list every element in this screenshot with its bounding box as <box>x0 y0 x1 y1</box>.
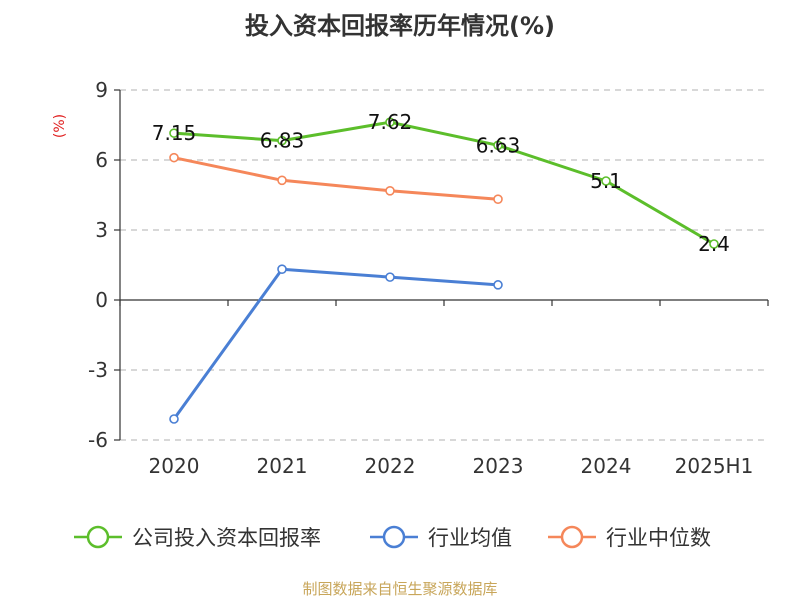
data-point <box>493 194 503 204</box>
legend-label: 行业中位数 <box>606 526 711 550</box>
legend-marker <box>86 525 110 549</box>
legend-label: 行业均值 <box>428 526 512 550</box>
y-axis-ticks: 9 6 3 0 -3 -6 <box>88 78 108 452</box>
legend-label: 公司投入资本回报率 <box>132 526 321 550</box>
y-tick-label: 9 <box>95 78 108 102</box>
data-point <box>709 239 719 249</box>
data-point <box>277 175 287 186</box>
chart-title: 投入资本回报率历年情况(%) <box>245 12 555 40</box>
axes <box>114 89 769 441</box>
data-point <box>493 140 503 151</box>
data-point <box>493 280 503 290</box>
data-point <box>169 128 179 138</box>
x-tick-label: 2020 <box>149 454 200 478</box>
y-axis-unit: (%) <box>52 114 68 138</box>
legend-marker <box>560 525 584 549</box>
data-point <box>385 117 395 127</box>
legend: 公司投入资本回报率 行业均值 行业中位数 <box>74 525 711 550</box>
x-tick-label: 2021 <box>257 454 308 478</box>
series-line <box>172 267 499 420</box>
y-tick-label: -3 <box>88 358 108 382</box>
data-point <box>385 272 395 282</box>
data-label: 2.4 <box>698 232 730 256</box>
y-tick-label: 0 <box>95 288 108 312</box>
data-source-note: 制图数据来自恒生聚源数据库 <box>302 580 498 598</box>
series-line <box>173 120 715 246</box>
data-label: 6.83 <box>260 129 305 153</box>
x-axis-ticks: 2020 2021 2022 2023 2024 2025H1 <box>149 454 754 478</box>
data-point <box>277 264 287 275</box>
y-tick-label: 6 <box>95 148 108 172</box>
x-tick-label: 2025H1 <box>675 454 754 478</box>
x-tick-label: 2022 <box>365 454 416 478</box>
data-point <box>601 176 611 186</box>
legend-marker <box>382 525 406 549</box>
series-line <box>173 156 499 201</box>
x-tick-label: 2023 <box>473 454 524 478</box>
data-point <box>169 152 179 163</box>
data-label: 5.1 <box>590 169 622 193</box>
y-tick-label: -6 <box>88 428 108 452</box>
series-lines <box>172 120 715 420</box>
data-point <box>169 414 179 424</box>
series-points <box>169 117 719 424</box>
grid-lines <box>120 89 768 441</box>
data-label: 6.63 <box>476 133 521 157</box>
data-point <box>277 135 287 146</box>
data-label: 7.62 <box>368 110 413 134</box>
y-tick-label: 3 <box>95 218 108 242</box>
x-tick-label: 2024 <box>581 454 632 478</box>
data-point <box>385 186 395 196</box>
data-label: 7.15 <box>152 121 197 145</box>
data-labels: 7.15 6.83 7.62 6.63 5.1 2.4 <box>152 110 730 256</box>
